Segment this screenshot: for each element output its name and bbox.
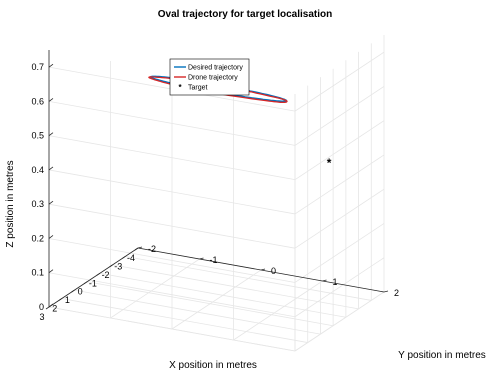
legend: Desired trajectory Drone trajectory * Ta… <box>169 58 250 96</box>
y-tick-mark <box>199 257 204 260</box>
z-tick-mark <box>48 98 54 102</box>
y-tick-label: 0 <box>271 266 276 276</box>
grid-line-side-z <box>48 169 296 215</box>
grid-line-floor-y <box>171 269 262 330</box>
z-tick-label: 0.5 <box>31 131 44 141</box>
target-layer: * <box>327 156 332 170</box>
z-tick-mark <box>48 303 54 308</box>
grid-line-wall-z <box>294 223 385 283</box>
y-tick-label: 1 <box>333 277 338 287</box>
grid-line-wall-z <box>294 154 385 215</box>
grid-line-wall-z <box>294 257 385 318</box>
grid-line-wall-z <box>294 51 385 112</box>
grid-line-floor-y <box>233 280 323 341</box>
x-tick-label: -3 <box>114 261 122 271</box>
x-tick-label: -4 <box>127 253 135 263</box>
x-tick-mark <box>45 306 50 310</box>
z-axis-label: Z position in metres <box>5 160 16 247</box>
legend-swatch-target: * <box>178 83 182 92</box>
z-tick-label: 0.7 <box>31 62 44 72</box>
y-tick-mark <box>322 279 327 282</box>
z-tick-label: 0.3 <box>31 199 44 209</box>
grid-line-wall-z <box>294 188 385 249</box>
target-marker: * <box>327 156 332 170</box>
x-tick-label: -2 <box>102 270 110 280</box>
z-tick-mark <box>48 200 54 205</box>
x-tick-mark <box>122 256 126 259</box>
x-tick-label: -1 <box>89 278 97 288</box>
grid-line-side-z <box>48 135 296 181</box>
grid-lines <box>48 35 385 352</box>
grid-line-wall-z <box>294 120 385 181</box>
x-tick-mark <box>134 247 139 251</box>
x-tick-mark <box>96 272 101 276</box>
z-tick-label: 0.1 <box>31 268 44 278</box>
tick-marks <box>45 63 389 310</box>
x-tick-label: 2 <box>52 304 57 314</box>
y-tick-label: -2 <box>148 244 156 254</box>
x-tick-mark <box>109 264 113 268</box>
x-tick-label: 1 <box>65 295 70 305</box>
y-tick-labels: -2 -1 0 1 2 <box>148 244 399 298</box>
grid-line-side-z <box>48 306 296 352</box>
z-tick-mark <box>48 235 54 239</box>
floor-plane <box>49 248 343 351</box>
grid-line-side-z <box>48 203 296 249</box>
x-tick-label: 3 <box>39 312 44 322</box>
grid-line-wall-z <box>294 86 385 146</box>
grid-line-wall-z <box>294 291 385 352</box>
legend-label-target: Target <box>188 85 208 92</box>
z-tick-mark <box>48 269 54 274</box>
y-tick-label: -1 <box>210 255 218 265</box>
y-axis-label: Y position in metres <box>398 350 486 361</box>
chart-title: Oval trajectory for target localisation <box>158 9 333 20</box>
z-tick-mark <box>48 132 54 136</box>
x-tick-mark <box>71 289 75 293</box>
y-tick-mark <box>137 246 143 249</box>
y-tick-mark <box>260 268 266 271</box>
z-tick-label: 0 <box>39 302 44 312</box>
z-tick-label: 0.2 <box>31 233 44 243</box>
z-tick-mark <box>48 63 54 68</box>
grid-line-side-z <box>48 238 296 283</box>
x-tick-mark <box>83 281 88 285</box>
grid-line-floor-y <box>110 258 200 319</box>
x-tick-mark <box>58 298 62 301</box>
z-tick-label: 0.6 <box>31 96 44 106</box>
x-tick-label: 0 <box>78 287 83 297</box>
legend-label-desired: Desired trajectory <box>188 65 243 72</box>
grid-line-side-z <box>48 101 296 146</box>
z-tick-mark <box>48 166 54 171</box>
z-tick-labels: 0 0.1 0.2 0.3 0.4 0.5 0.6 0.7 <box>31 62 44 312</box>
y-tick-label: 2 <box>394 288 399 298</box>
z-tick-label: 0.4 <box>31 165 44 175</box>
y-tick-mark <box>383 290 389 293</box>
legend-label-drone: Drone trajectory <box>188 75 238 82</box>
x-axis-label: X position in metres <box>169 360 257 371</box>
